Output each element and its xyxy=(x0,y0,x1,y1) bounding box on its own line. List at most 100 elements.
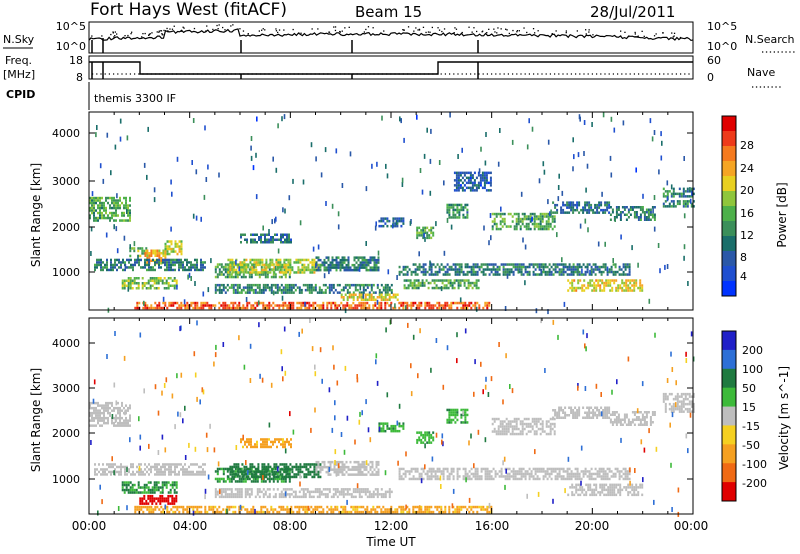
data-cell xyxy=(330,283,333,287)
noise-cell xyxy=(399,116,401,122)
data-cell xyxy=(353,256,356,259)
data-cell xyxy=(158,258,160,262)
data-cell xyxy=(286,306,289,310)
data-cell xyxy=(562,268,565,271)
data-cell xyxy=(138,505,141,509)
data-cell xyxy=(371,268,374,272)
data-cell xyxy=(519,220,522,223)
data-cell xyxy=(378,301,381,305)
data-cell xyxy=(262,443,264,446)
nsky-point xyxy=(344,27,346,29)
data-cell xyxy=(230,263,233,266)
data-cell xyxy=(599,286,602,290)
data-cell xyxy=(159,502,162,505)
nsky-point xyxy=(636,36,638,38)
data-cell xyxy=(111,419,113,422)
data-cell xyxy=(361,261,364,264)
noise-cell xyxy=(119,136,122,142)
data-cell xyxy=(506,263,509,266)
data-cell xyxy=(255,268,258,272)
data-cell xyxy=(412,477,415,481)
data-cell xyxy=(147,279,150,282)
data-cell xyxy=(303,475,306,479)
data-cell xyxy=(268,472,271,476)
data-cell xyxy=(236,273,239,276)
data-cell xyxy=(242,233,244,236)
data-cell xyxy=(93,206,95,210)
data-cell xyxy=(144,505,147,509)
data-cell xyxy=(222,306,225,310)
data-cell xyxy=(145,282,148,285)
data-cell xyxy=(248,440,250,444)
nsky-point xyxy=(431,26,433,29)
data-cell xyxy=(206,304,209,307)
data-cell xyxy=(103,216,105,220)
data-cell xyxy=(346,304,349,307)
data-cell xyxy=(243,468,246,471)
nsky-point xyxy=(148,34,150,36)
data-cell xyxy=(400,508,403,511)
data-cell xyxy=(99,414,101,417)
data-cell xyxy=(154,306,157,310)
data-cell xyxy=(262,445,264,449)
data-cell xyxy=(604,203,607,207)
data-cell xyxy=(597,281,600,285)
data-cell xyxy=(263,473,266,476)
data-cell xyxy=(112,263,114,267)
data-cell xyxy=(151,277,154,280)
data-cell xyxy=(482,505,485,509)
data-cell xyxy=(119,416,121,420)
data-cell xyxy=(269,258,272,262)
data-cell xyxy=(132,463,134,466)
data-cell xyxy=(200,510,203,514)
data-cell xyxy=(469,176,472,180)
data-cell xyxy=(148,306,151,310)
data-cell xyxy=(494,263,497,266)
data-cell xyxy=(414,270,417,274)
data-cell xyxy=(109,204,111,207)
data-cell xyxy=(362,490,365,494)
data-cell xyxy=(283,258,286,262)
data-cell xyxy=(220,283,223,287)
data-cell xyxy=(301,268,304,272)
data-cell xyxy=(142,470,144,474)
data-cell xyxy=(202,261,204,264)
noise-cell xyxy=(637,262,639,268)
data-cell xyxy=(350,510,353,514)
data-cell xyxy=(194,268,196,272)
data-cell xyxy=(242,273,245,276)
data-cell xyxy=(131,486,134,489)
data-cell xyxy=(108,463,110,466)
data-cell xyxy=(121,416,123,420)
data-cell xyxy=(164,254,167,257)
data-cell xyxy=(450,203,453,207)
data-cell xyxy=(346,301,349,305)
data-cell xyxy=(248,291,251,294)
data-cell xyxy=(114,261,116,264)
noise-cell xyxy=(610,116,613,122)
data-cell xyxy=(152,508,155,511)
data-cell xyxy=(305,266,308,269)
data-cell xyxy=(366,298,369,301)
colorbar-swatch xyxy=(722,266,736,282)
data-cell xyxy=(117,411,119,415)
data-cell xyxy=(226,488,229,491)
data-cell xyxy=(138,473,140,476)
data-cell xyxy=(272,301,275,305)
data-cell xyxy=(614,273,617,276)
data-cell xyxy=(231,475,234,479)
data-cell xyxy=(134,261,136,264)
data-cell xyxy=(150,465,152,469)
data-cell xyxy=(333,470,336,474)
data-cell xyxy=(412,508,415,511)
data-cell xyxy=(477,186,480,190)
data-cell xyxy=(312,304,315,307)
data-cell xyxy=(643,211,646,214)
data-cell xyxy=(224,306,227,310)
data-cell xyxy=(357,258,360,262)
data-cell xyxy=(303,258,306,262)
data-cell xyxy=(284,283,287,287)
data-cell xyxy=(534,268,537,271)
data-cell xyxy=(218,288,221,292)
noise-cell xyxy=(191,160,193,165)
